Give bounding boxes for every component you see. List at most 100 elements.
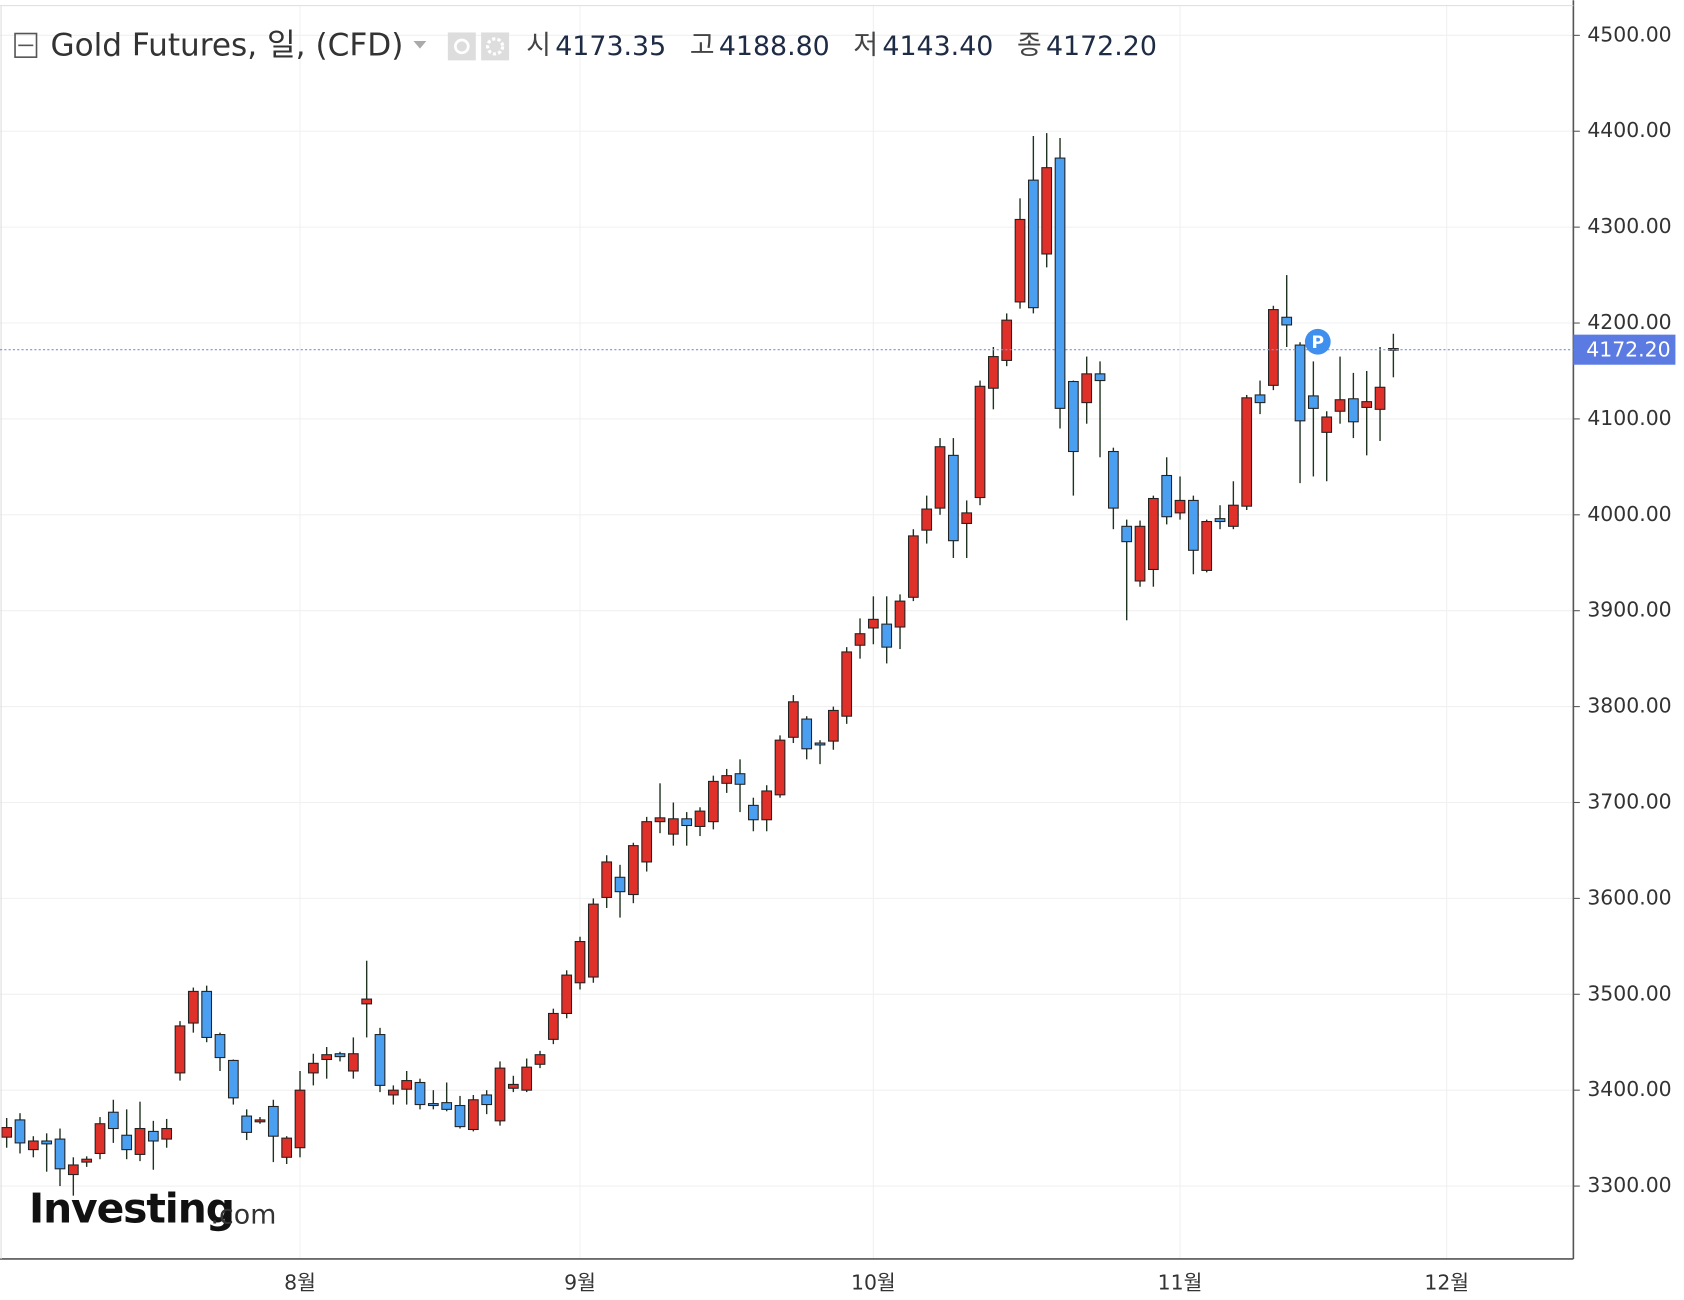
- candle-body: [401, 1080, 413, 1090]
- last-price-label: 4172.20: [1586, 338, 1670, 362]
- y-tick-label: 3900.00: [1587, 598, 1671, 622]
- candle-body: [907, 535, 919, 598]
- candle-body: [1094, 373, 1106, 382]
- x-tick-label: 8월: [284, 1271, 316, 1295]
- candle-body: [667, 818, 679, 835]
- candle-body: [1121, 525, 1133, 543]
- candle-body: [747, 804, 759, 821]
- collapse-icon[interactable]: [14, 32, 38, 58]
- candle-body: [147, 1130, 159, 1142]
- candle-body: [1174, 499, 1186, 514]
- candle-body: [334, 1053, 346, 1058]
- legend-value: 4188.80: [719, 31, 830, 62]
- candle-body: [214, 1034, 226, 1059]
- candle-body: [254, 1119, 266, 1123]
- y-tick-label: 3500.00: [1587, 981, 1671, 1005]
- candle-body: [1241, 397, 1253, 507]
- candle-body: [1201, 520, 1213, 571]
- settings-icon[interactable]: [481, 32, 510, 61]
- candle-body: [1361, 401, 1373, 408]
- candle-body: [1348, 398, 1359, 423]
- candle-body: [374, 1034, 386, 1086]
- watermark-brand: Investing: [29, 1185, 234, 1233]
- legend-value: 4173.35: [555, 31, 666, 62]
- candle-body: [227, 1059, 239, 1099]
- y-tick-label: 3700.00: [1587, 789, 1671, 813]
- candle-body: [1187, 499, 1199, 551]
- y-tick-label: 4400.00: [1587, 118, 1671, 142]
- candle-body: [1134, 525, 1146, 582]
- candle-body: [14, 1119, 26, 1144]
- candle-body: [1281, 316, 1293, 326]
- candle-body: [894, 600, 906, 628]
- candles: [1, 133, 1399, 1196]
- candle-body: [1161, 474, 1173, 518]
- candle-body: [614, 876, 626, 893]
- y-tick-label: 4100.00: [1587, 406, 1671, 430]
- candle-body: [81, 1158, 93, 1163]
- candle-body: [441, 1102, 453, 1110]
- candle-body: [854, 633, 866, 646]
- candle-body: [1254, 394, 1266, 404]
- candle-body: [707, 780, 719, 823]
- candle-body: [414, 1081, 426, 1106]
- candle-body: [387, 1089, 399, 1096]
- ohlc-legend: 시 4173.35 고 4188.80 저 4143.40 종 4172.20: [526, 30, 1157, 62]
- candle-body: [1374, 386, 1386, 410]
- x-tick-label: 11월: [1158, 1271, 1203, 1295]
- candle-body: [867, 618, 879, 629]
- candle-body: [1067, 380, 1079, 453]
- x-tick-label: 9월: [564, 1271, 596, 1295]
- candle-body: [574, 941, 586, 984]
- candle-body: [1147, 497, 1159, 571]
- candle-body: [494, 1067, 506, 1122]
- candle-body: [761, 790, 773, 821]
- candle-body: [507, 1083, 519, 1089]
- candle-body: [521, 1066, 533, 1091]
- candle-body: [121, 1134, 133, 1151]
- legend-label: 시: [526, 30, 551, 61]
- candle-body: [481, 1094, 493, 1106]
- candle-body: [627, 845, 639, 896]
- pivot-marker: [1304, 328, 1331, 355]
- candle-body: [547, 1012, 559, 1040]
- candle-body: [281, 1137, 293, 1158]
- x-tick-label: 10월: [851, 1271, 896, 1295]
- candle-body: [881, 623, 893, 648]
- candle-body: [787, 701, 799, 738]
- candle-body: [427, 1103, 439, 1107]
- dropdown-arrow[interactable]: [413, 41, 427, 49]
- visibility-icon[interactable]: [447, 32, 476, 61]
- candle-body: [1214, 518, 1226, 523]
- legend-label: 저: [853, 30, 878, 61]
- candle-body: [947, 454, 959, 542]
- y-tick-label: 3400.00: [1587, 1077, 1671, 1101]
- watermark-suffix: .com: [210, 1199, 276, 1230]
- candle-body: [681, 818, 693, 827]
- candle-body: [27, 1140, 39, 1151]
- candle-body: [841, 651, 853, 717]
- candle-body: [1081, 373, 1093, 404]
- candle-body: [601, 861, 613, 898]
- candle-body: [241, 1115, 253, 1133]
- candle-body: [921, 508, 933, 531]
- legend-value: 4143.40: [882, 31, 993, 62]
- candle-body: [54, 1138, 66, 1170]
- y-tick-label: 3300.00: [1587, 1173, 1671, 1197]
- candle-body: [1, 1127, 13, 1138]
- settings-icon-glyph: [485, 37, 505, 56]
- candle-body: [641, 821, 653, 863]
- candle-body: [107, 1111, 119, 1130]
- legend-label: 종: [1017, 30, 1042, 61]
- candle-body: [1001, 319, 1013, 361]
- y-tick-label: 4500.00: [1587, 22, 1671, 46]
- candle-body: [361, 998, 373, 1005]
- candle-body: [1014, 218, 1026, 303]
- y-tick-label: 4000.00: [1587, 502, 1671, 526]
- candle-body: [1294, 344, 1306, 422]
- candle-body: [1041, 167, 1053, 255]
- candle-body: [734, 773, 746, 785]
- candle-body: [827, 709, 839, 742]
- overlay: 3300.00 3400.00 3500.00 3600.00 3700.00 3800.…: [0, 22, 1676, 1295]
